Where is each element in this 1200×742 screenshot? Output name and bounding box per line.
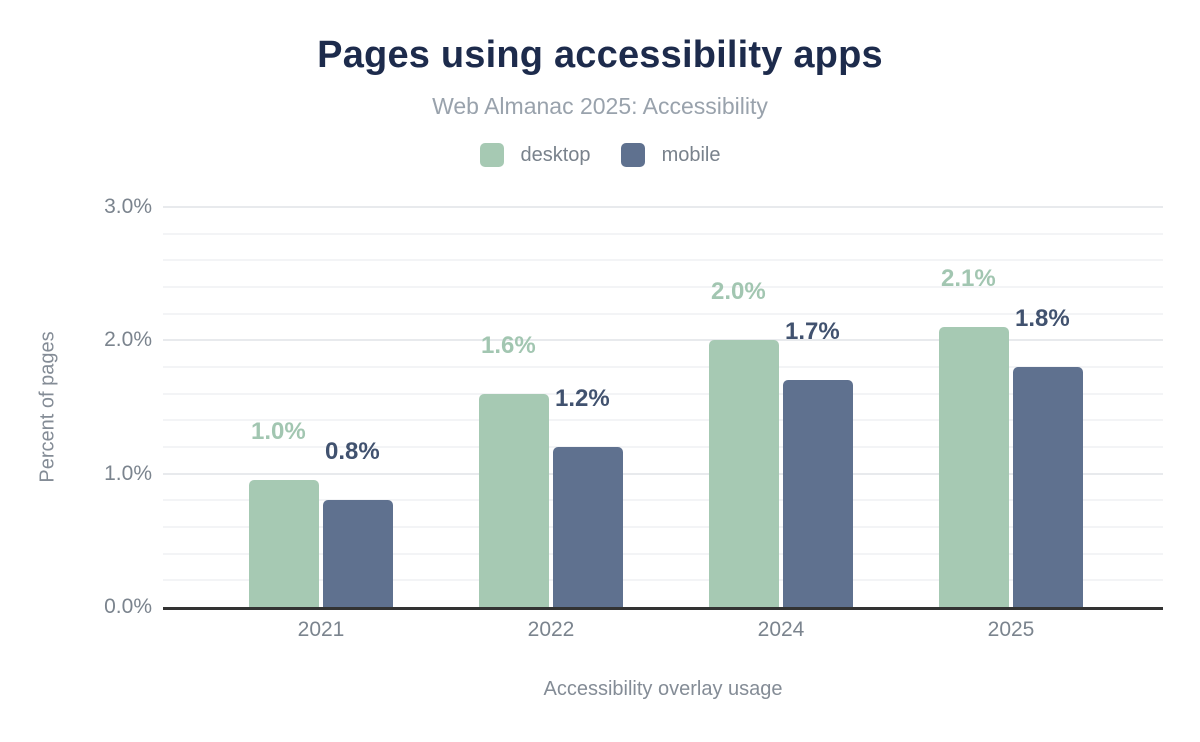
bar-desktop-2021[interactable] — [249, 480, 319, 607]
bar-desktop-2022[interactable] — [479, 393, 549, 607]
gridline-major-1 — [163, 472, 1163, 475]
plot-area: 1.0% 0.8% 1.6% 1.2% 2.0% 1.7% 2.1% 1.8% — [163, 206, 1163, 610]
bar-label-desktop-2025: 2.1% — [941, 265, 996, 292]
bar-desktop-2024[interactable] — [709, 340, 779, 607]
y-tick-2.0%: 2.0% — [104, 328, 152, 352]
x-tick-2022: 2022 — [527, 618, 575, 641]
x-tick-2025: 2025 — [987, 618, 1035, 641]
bar-label-mobile-2021: 0.8% — [325, 438, 380, 466]
gridline-minor-1.8 — [163, 366, 1163, 368]
bar-mobile-2024[interactable] — [783, 380, 853, 607]
bar-desktop-2025[interactable] — [939, 327, 1009, 607]
chart-subtitle: Web Almanac 2025: Accessibility — [432, 93, 768, 119]
gridline-minor-1.4 — [163, 419, 1163, 422]
gridline-minor-0.2 — [163, 579, 1163, 582]
y-tick-3.0%: 3.0% — [104, 195, 152, 218]
bar-mobile-2022[interactable] — [553, 447, 623, 607]
gridline-major-3 — [163, 206, 1163, 208]
gridline-minor-0.4 — [163, 552, 1163, 555]
legend: desktop mobile — [0, 143, 1200, 167]
gridline-minor-0.6 — [163, 526, 1163, 528]
bar-label-mobile-2025: 1.8% — [1015, 305, 1070, 332]
gridline-minor-2.6 — [163, 259, 1163, 262]
gridline-minor-2.8 — [163, 232, 1163, 235]
bar-mobile-2025[interactable] — [1013, 367, 1083, 607]
bar-label-desktop-2024: 2.0% — [711, 278, 766, 306]
x-tick-2024: 2024 — [757, 618, 805, 641]
gridline-minor-0.8 — [163, 499, 1163, 502]
legend-item-mobile[interactable]: mobile — [620, 143, 721, 167]
chart-title: Pages using accessibility apps — [317, 34, 883, 76]
gridline-minor-1.6 — [163, 392, 1163, 395]
gridline-major-2 — [163, 339, 1163, 342]
legend-label-desktop: desktop — [520, 143, 591, 166]
bar-label-desktop-2021: 1.0% — [251, 418, 306, 446]
y-tick-0.0%: 0.0% — [104, 595, 152, 618]
x-tick-2021: 2021 — [297, 618, 345, 641]
bar-mobile-2021[interactable] — [323, 500, 393, 607]
gridline-minor-2.4 — [163, 286, 1163, 288]
gridline-minor-1.2 — [163, 446, 1163, 448]
x-axis-title: Accessibility overlay usage — [543, 678, 783, 700]
bar-label-desktop-2022: 1.6% — [481, 331, 536, 359]
legend-swatch-mobile — [620, 143, 645, 167]
gridline-minor-2.2 — [163, 312, 1163, 315]
bar-label-mobile-2022: 1.2% — [555, 385, 610, 412]
legend-label-mobile: mobile — [661, 143, 721, 166]
bar-label-mobile-2024: 1.7% — [785, 318, 840, 346]
legend-swatch-desktop — [479, 143, 504, 167]
legend-item-desktop[interactable]: desktop — [479, 143, 591, 167]
y-tick-1.0%: 1.0% — [104, 461, 152, 485]
